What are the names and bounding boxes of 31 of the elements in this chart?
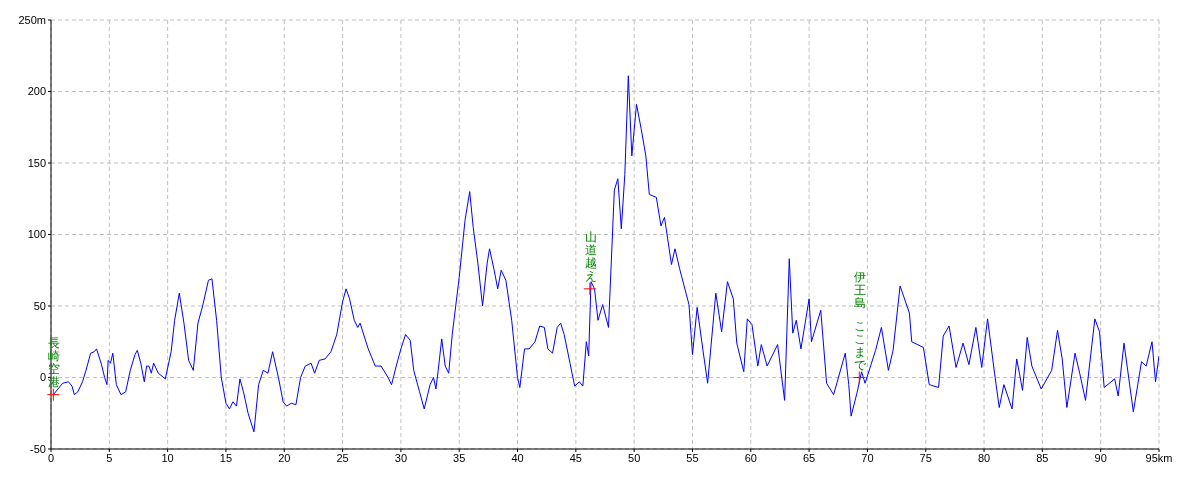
y-tick-label: 200 [27, 85, 46, 98]
y-tick-label: 250m [18, 13, 46, 26]
x-tick-label: 0 [47, 451, 55, 464]
x-tick-label: 15 [219, 451, 233, 464]
x-tick-label: 90 [1094, 451, 1107, 464]
x-tick-label: 30 [394, 451, 408, 464]
y-tick-label: -50 [30, 442, 46, 455]
x-tick-label: 55 [686, 451, 699, 464]
annotation: 長崎空港 [48, 335, 61, 389]
x-tick-label: 85 [1036, 451, 1049, 464]
x-tick-label: 60 [744, 451, 757, 464]
x-tick-label: 50 [628, 451, 641, 464]
y-tick-label: 100 [27, 228, 46, 241]
y-tick-label: 0 [39, 371, 46, 384]
annotation: 山道越え [584, 229, 597, 283]
x-tick-label: 25 [336, 451, 349, 464]
annotation: ここまで [854, 318, 868, 372]
x-tick-label: 65 [802, 451, 816, 464]
x-tick-label: 10 [161, 451, 174, 464]
y-tick-label: 50 [33, 299, 46, 312]
x-tick-label: 35 [453, 451, 466, 464]
x-tick-label: 45 [569, 451, 582, 464]
x-tick-label: 20 [278, 451, 291, 464]
x-tick-label: 70 [861, 451, 874, 464]
x-tick-label: 95km [1145, 451, 1173, 464]
annotation: 伊王島 [854, 269, 867, 310]
x-tick-label: 5 [106, 451, 113, 464]
y-tick-label: 150 [27, 156, 46, 169]
x-tick-label: 80 [977, 451, 991, 464]
x-tick-label: 40 [511, 451, 524, 464]
x-tick-label: 75 [919, 451, 932, 464]
